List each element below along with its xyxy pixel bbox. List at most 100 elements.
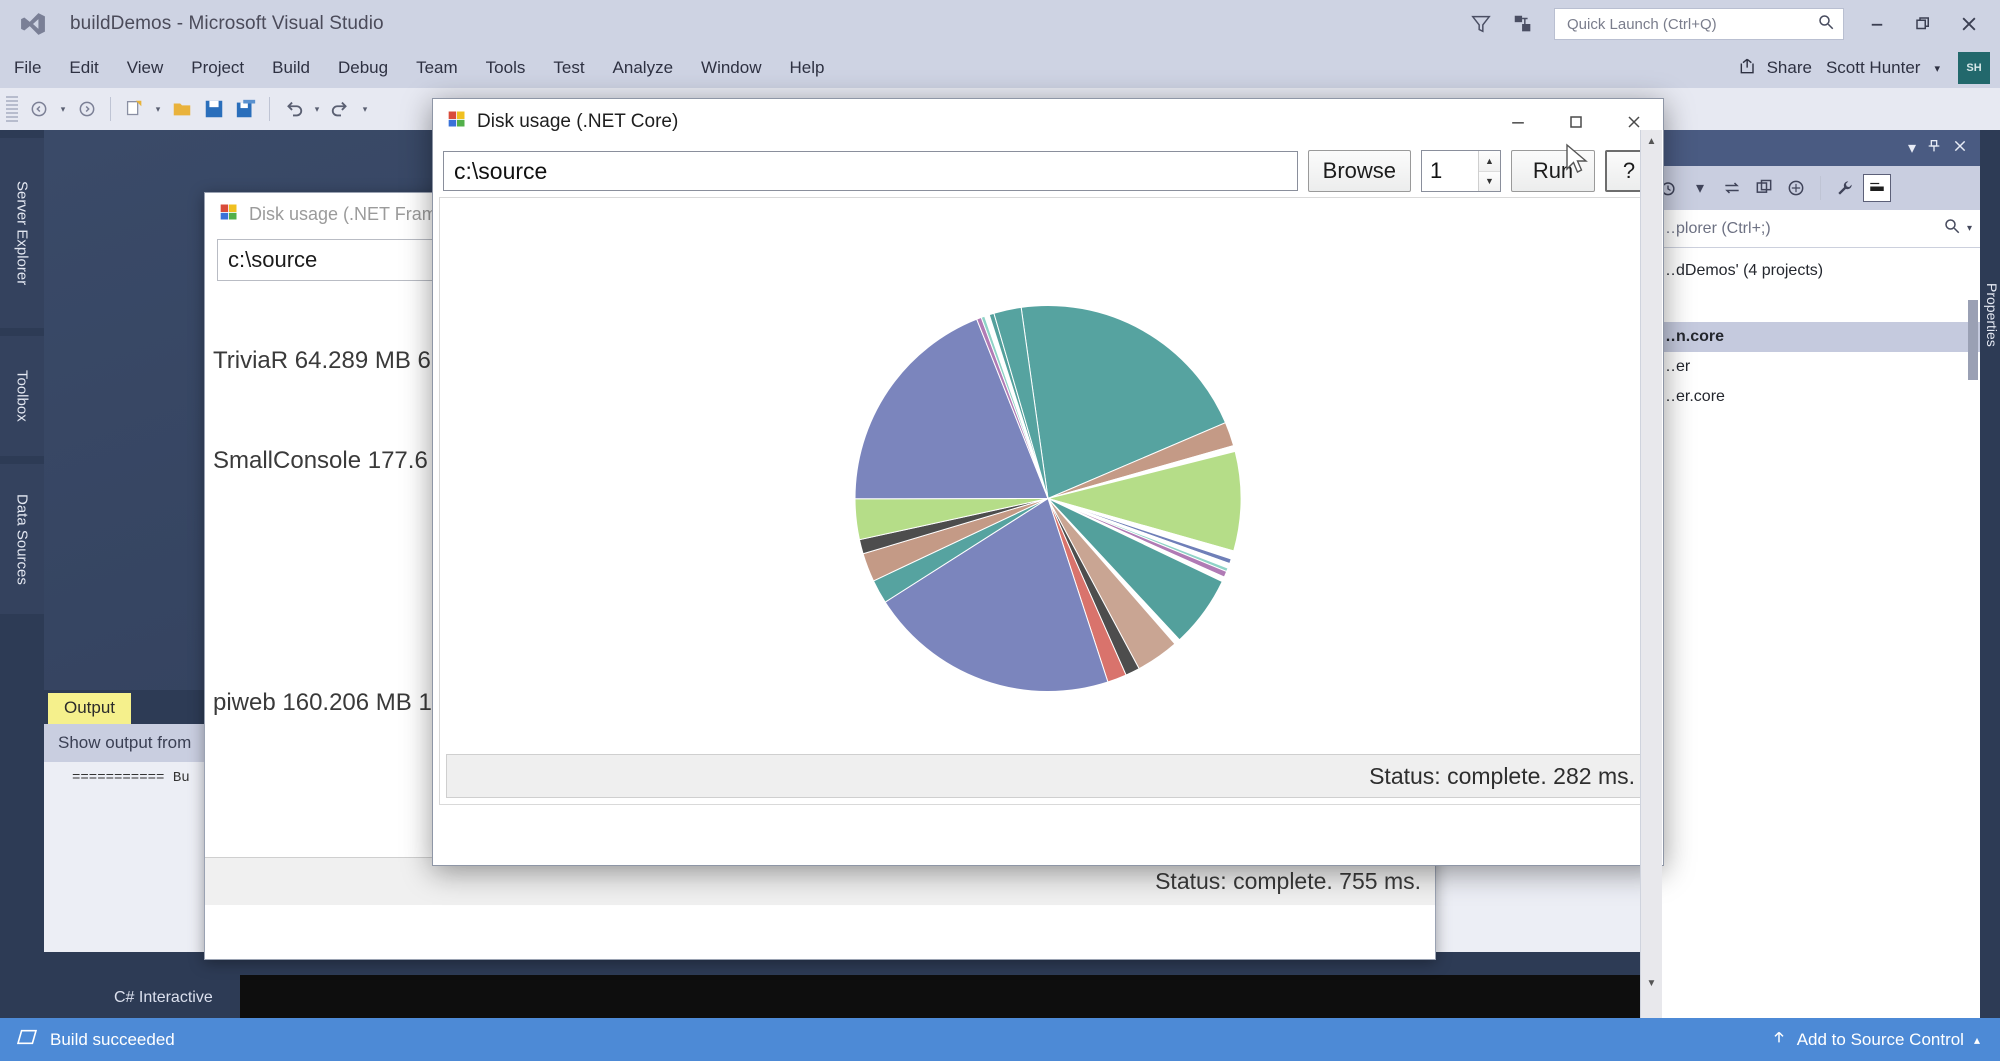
spinner-up-icon[interactable]: ▲	[1479, 151, 1500, 172]
solution-explorer-scrollbar[interactable]	[1968, 300, 1978, 380]
menu-help[interactable]: Help	[789, 58, 825, 77]
tree-item-0[interactable]: …n.core	[1650, 322, 1980, 352]
toolbar-separator	[110, 97, 111, 121]
new-project-icon[interactable]	[119, 94, 149, 124]
wrench-icon[interactable]	[1831, 174, 1859, 202]
pie-slice[interactable]	[854, 318, 1049, 500]
nav-back-icon[interactable]	[24, 94, 54, 124]
sidebar-item-server-explorer[interactable]: Server Explorer	[0, 138, 44, 328]
quick-launch-input[interactable]: Quick Launch (Ctrl+Q)	[1554, 8, 1844, 40]
menu-file[interactable]: File	[14, 58, 42, 77]
sidebar-item-label-data-sources: Data Sources	[13, 493, 31, 585]
framework-status-text: Status: complete. 755 ms.	[1155, 868, 1421, 894]
show-all-files-icon[interactable]	[1782, 174, 1810, 202]
pie-slice[interactable]	[1046, 450, 1242, 552]
nav-back-dropdown-icon[interactable]: ▾	[60, 103, 66, 114]
pin-icon[interactable]	[1926, 138, 1942, 159]
share-button[interactable]: Share	[1737, 56, 1812, 81]
tab-output[interactable]: Output	[48, 693, 132, 724]
framework-item-1: SmallConsole 177.6	[213, 447, 428, 474]
feedback-icon[interactable]	[1502, 3, 1544, 45]
new-project-dropdown-icon[interactable]: ▾	[155, 103, 161, 114]
solution-explorer-panel: ▾ ▾	[1650, 130, 1980, 1018]
framework-item-2: piweb 160.206 MB 1	[213, 689, 432, 716]
menu-tools[interactable]: Tools	[485, 58, 526, 77]
menu-view[interactable]: View	[126, 58, 164, 77]
browse-button[interactable]: Browse	[1307, 150, 1411, 192]
core-dialog-titlebar[interactable]: Disk usage (.NET Core)	[433, 99, 1663, 145]
vs-titlebar: buildDemos - Microsoft Visual Studio Qui…	[0, 0, 2000, 48]
restore-icon[interactable]	[1900, 0, 1946, 48]
menu-window[interactable]: Window	[701, 58, 762, 77]
menu-team[interactable]: Team	[416, 58, 458, 77]
chevron-up-icon[interactable]: ▴	[1973, 1032, 1980, 1047]
close-icon[interactable]	[1946, 0, 1992, 48]
tree-item-1[interactable]: …er	[1660, 358, 1691, 375]
menu-project[interactable]: Project	[191, 58, 245, 77]
pie-chart-svg	[854, 305, 1242, 692]
chevron-down-icon[interactable]: ▾	[1934, 62, 1940, 75]
path-input[interactable]: c:\source	[443, 151, 1298, 191]
search-placeholder: …plorer (Ctrl+;)	[1660, 219, 1771, 237]
core-status-text: Status: complete. 282 ms.	[1369, 762, 1635, 789]
close-icon[interactable]	[1605, 99, 1663, 145]
menu-build[interactable]: Build	[272, 58, 310, 77]
save-icon[interactable]	[199, 94, 229, 124]
menu-edit[interactable]: Edit	[69, 58, 99, 77]
properties-icon[interactable]	[1750, 174, 1778, 202]
minimize-icon[interactable]	[1489, 99, 1547, 145]
undo-dropdown-icon[interactable]: ▾	[314, 103, 320, 114]
menu-test[interactable]: Test	[553, 58, 585, 77]
chevron-down-icon[interactable]: ▾	[1907, 140, 1916, 157]
undo-icon[interactable]	[278, 94, 308, 124]
funnel-icon[interactable]	[1460, 3, 1502, 45]
scroll-down-icon[interactable]: ▼	[1646, 977, 1657, 989]
toolbar-grip[interactable]	[6, 96, 18, 122]
solution-root-row[interactable]: …dDemos' (4 projects)	[1660, 262, 1824, 279]
core-dialog-window-controls	[1489, 99, 1663, 145]
upload-arrow-icon[interactable]	[1771, 1028, 1787, 1051]
solution-explorer-search-input[interactable]: …plorer (Ctrl+;) ▾	[1650, 210, 1980, 248]
collapse-icon[interactable]	[1863, 174, 1891, 202]
solution-explorer-toolbar: ▾	[1650, 166, 1980, 210]
save-all-icon[interactable]	[231, 94, 261, 124]
pie-chart-canvas[interactable]: Status: complete. 282 ms.	[439, 197, 1657, 805]
sidebar-item-toolbox[interactable]: Toolbox	[0, 336, 44, 456]
framework-item-0: TriviaR 64.289 MB 6.	[213, 347, 438, 374]
panel-separator	[1820, 176, 1821, 200]
close-icon[interactable]	[1952, 138, 1968, 159]
menu-debug[interactable]: Debug	[337, 58, 389, 77]
run-button[interactable]: Run	[1511, 150, 1595, 192]
pie-slice[interactable]	[884, 497, 1109, 692]
spinner-down-icon[interactable]: ▼	[1479, 171, 1500, 191]
account-name[interactable]: Scott Hunter	[1825, 58, 1921, 77]
open-file-icon[interactable]	[167, 94, 197, 124]
sync-icon[interactable]	[1718, 174, 1746, 202]
nav-forward-icon[interactable]	[72, 94, 102, 124]
document-scrollbar[interactable]: ▲ ▼	[1640, 130, 1662, 1018]
redo-dropdown-icon[interactable]: ▾	[362, 103, 368, 114]
pie-slice[interactable]	[1020, 305, 1227, 500]
vs-menubar: File Edit View Project Build Debug Team …	[0, 48, 2000, 88]
add-to-source-control-label[interactable]: Add to Source Control	[1796, 1029, 1964, 1049]
chevron-down-icon[interactable]: ▾	[1695, 180, 1705, 197]
minimize-icon[interactable]	[1854, 0, 1900, 48]
chevron-down-icon[interactable]: ▾	[1966, 223, 1972, 234]
tree-item-2[interactable]: …er.core	[1660, 388, 1725, 405]
sidebar-item-data-sources[interactable]: Data Sources	[0, 464, 44, 614]
framework-path-value: c:\source	[228, 247, 318, 272]
tab-csharp-interactive[interactable]: C# Interactive	[114, 989, 213, 1006]
redo-icon[interactable]	[326, 94, 356, 124]
scroll-up-icon[interactable]: ▲	[1646, 135, 1657, 147]
search-icon[interactable]	[1943, 217, 1961, 240]
pie-slice[interactable]	[993, 306, 1049, 499]
sidebar-item-properties[interactable]: Properties	[1980, 130, 2000, 490]
menu-analyze[interactable]: Analyze	[612, 58, 674, 77]
avatar[interactable]: SH	[1958, 52, 1990, 84]
maximize-icon[interactable]	[1547, 99, 1605, 145]
depth-value[interactable]: 1	[1430, 158, 1443, 183]
menubar-right-group: Share Scott Hunter ▾ SH	[1737, 52, 2000, 84]
depth-stepper[interactable]: 1 ▲ ▼	[1421, 150, 1501, 192]
disk-usage-core-dialog[interactable]: Disk usage (.NET Core) c:\source Browse …	[432, 98, 1664, 866]
build-status-icon	[16, 1028, 38, 1051]
